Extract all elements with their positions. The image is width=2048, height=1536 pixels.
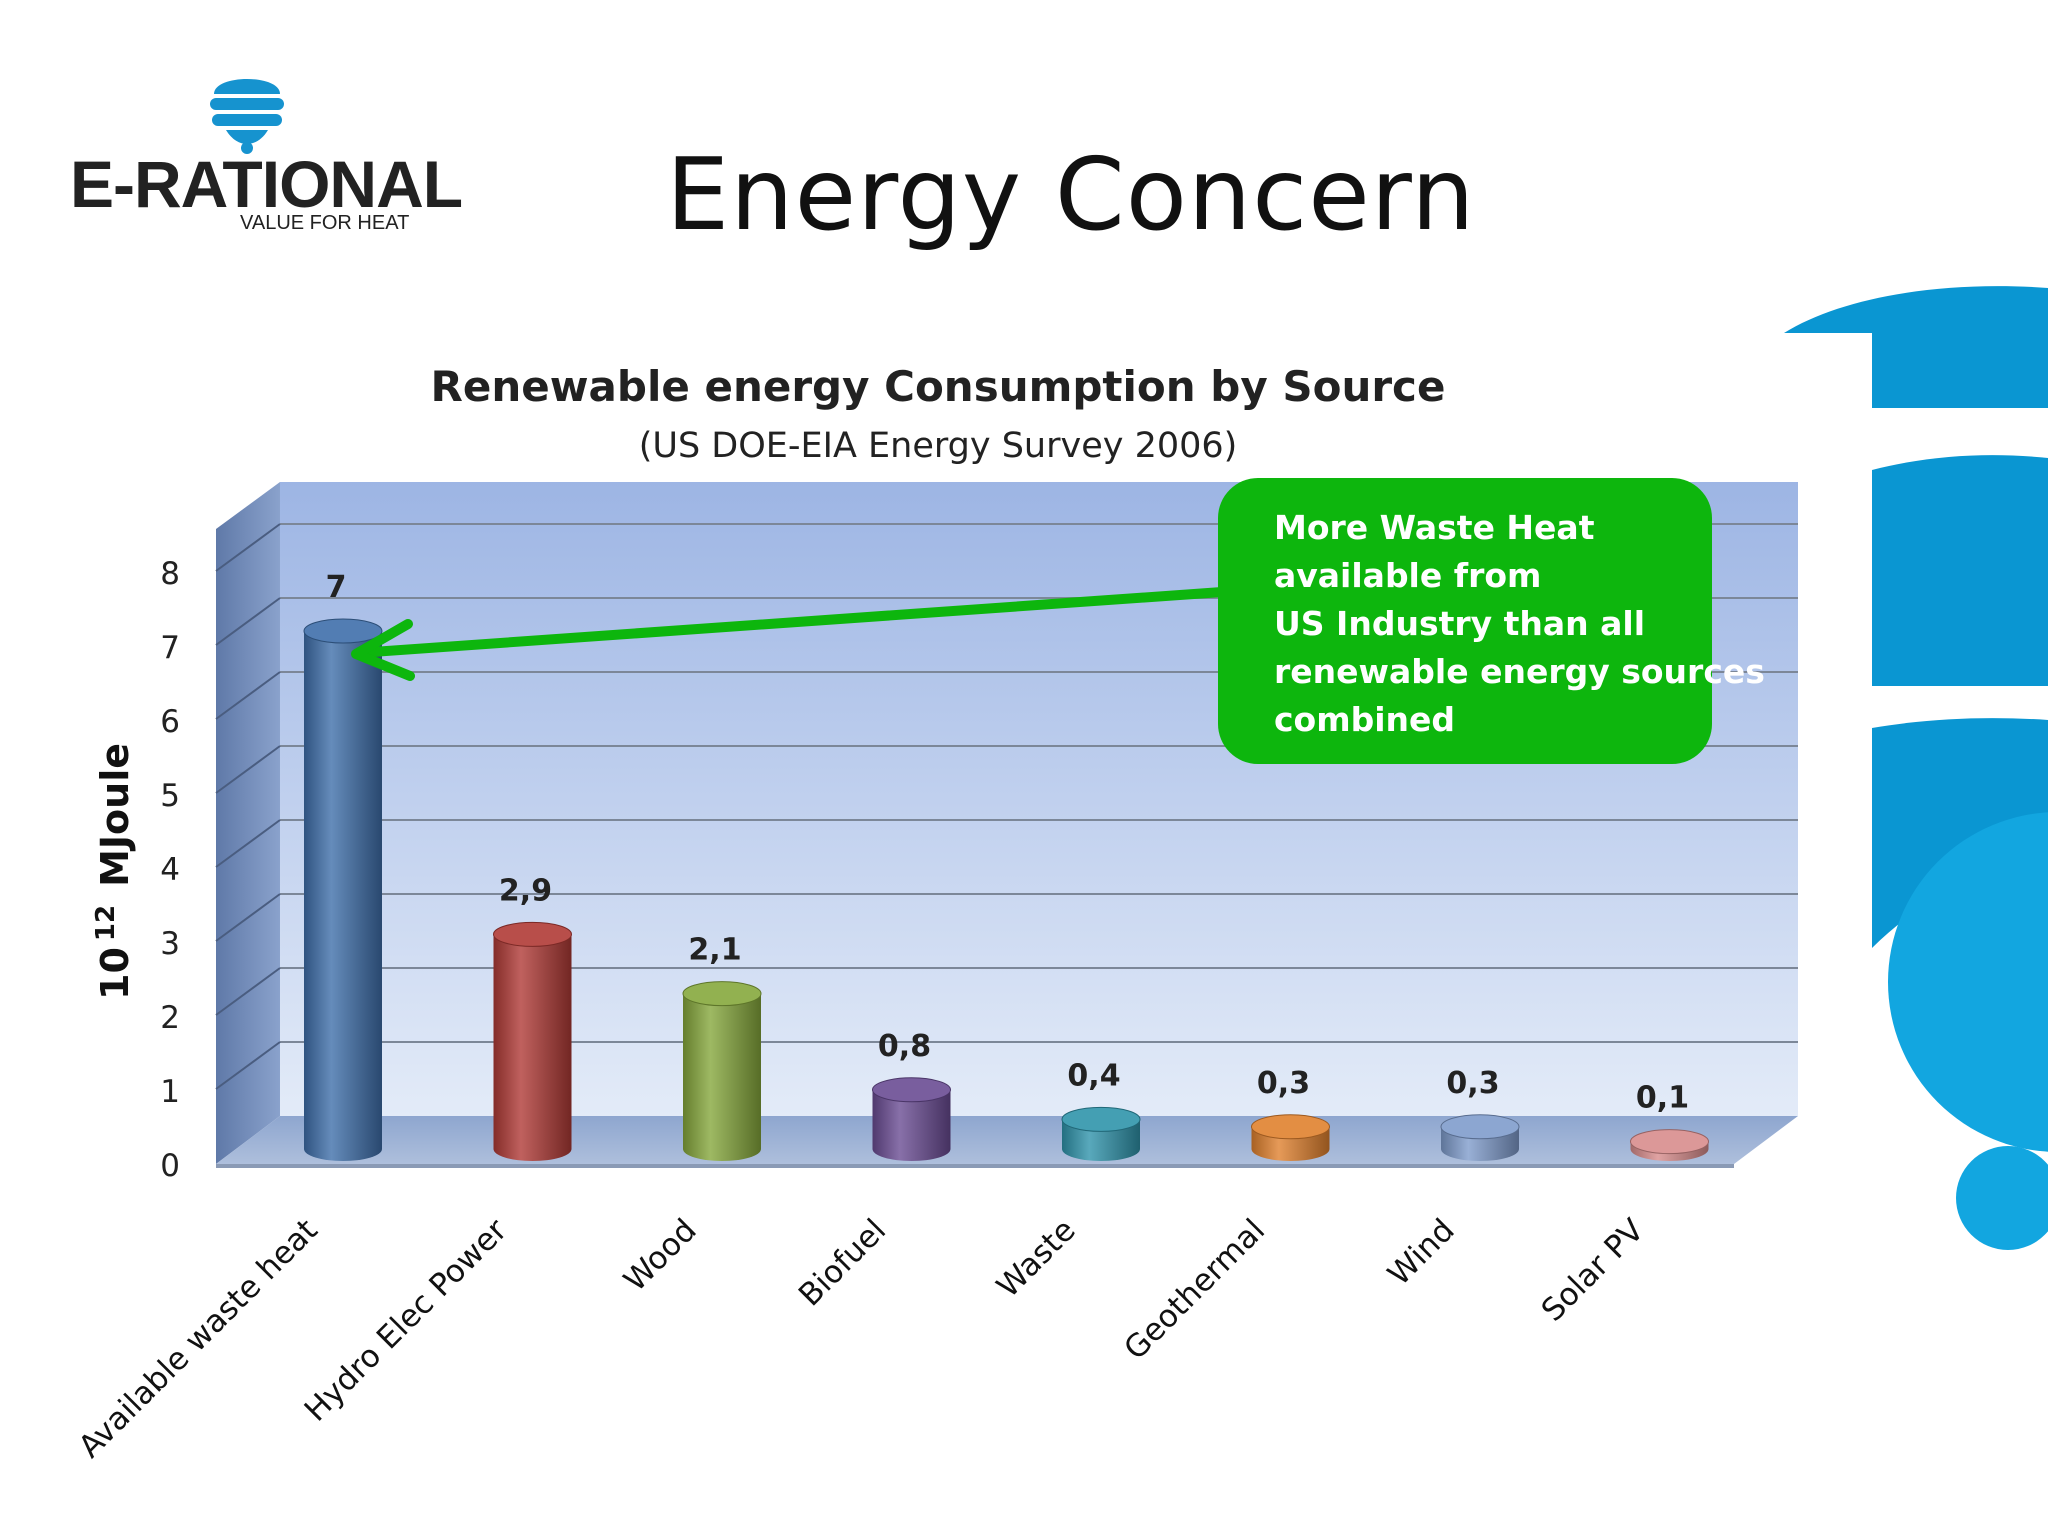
logo-mark-icon xyxy=(210,79,284,154)
bar-top xyxy=(493,921,572,947)
arrow-shaft xyxy=(353,587,1227,658)
gridline-side xyxy=(215,523,281,572)
bar-top xyxy=(1061,1106,1141,1132)
value-label: 0,3 xyxy=(1257,1066,1310,1101)
chart-subtitle: (US DOE-EIA Energy Survey 2006) xyxy=(638,426,1238,466)
y-tick-label: 8 xyxy=(160,556,180,592)
category-label: Available waste heat xyxy=(72,1212,325,1465)
brand-tagline: VALUE FOR HEAT xyxy=(240,212,410,234)
y-tick-label: 1 xyxy=(160,1074,180,1110)
brand-circle-small xyxy=(1956,1146,2048,1250)
gridline-side xyxy=(215,893,281,942)
y-tick-label: 4 xyxy=(160,852,180,888)
bar-top xyxy=(303,618,383,644)
floor xyxy=(216,1116,1798,1164)
y-tick-label: 2 xyxy=(160,1000,180,1036)
y-tick-label: 5 xyxy=(160,778,180,814)
brand-block-middle xyxy=(1872,455,2048,686)
gridline-side xyxy=(215,745,281,794)
y-tick-labels: 0 1 2 3 4 5 6 7 8 xyxy=(160,556,180,1184)
bar-body xyxy=(872,1089,951,1161)
bar-body xyxy=(304,631,382,1161)
gridline-side xyxy=(215,671,281,720)
callout-arrow xyxy=(351,587,1227,681)
bar-waste xyxy=(1061,1106,1141,1161)
category-label: Solar PV xyxy=(1535,1212,1652,1329)
y-axis-label: 10 12 MJoule xyxy=(91,743,137,1000)
value-label: 2,1 xyxy=(688,933,741,968)
y-tick-label: 0 xyxy=(160,1148,180,1184)
bar-top xyxy=(682,981,762,1007)
gridline-side xyxy=(215,967,281,1016)
value-label: 0,4 xyxy=(1067,1058,1120,1093)
value-label: 0,3 xyxy=(1446,1066,1499,1101)
brand-circle-large xyxy=(1888,812,2048,1152)
brand-arc-top xyxy=(1784,286,2048,408)
bars xyxy=(303,618,1709,1161)
bar-top xyxy=(1440,1114,1520,1140)
bar-biofuel xyxy=(872,1077,951,1161)
y-axis-label-unit: MJoule xyxy=(93,743,137,887)
y-axis-label-exponent: 12 xyxy=(91,905,121,941)
gridline-side xyxy=(215,819,281,868)
bar-top xyxy=(872,1077,951,1103)
value-label: 2,9 xyxy=(499,873,552,908)
bar-body xyxy=(683,993,761,1161)
bar-top xyxy=(1251,1114,1330,1140)
slide-title: Energy Concern xyxy=(666,136,1476,253)
bar-solar-pv xyxy=(1630,1129,1709,1161)
bar-wood xyxy=(682,981,762,1161)
category-label: Geothermal xyxy=(1117,1212,1272,1367)
value-label: 0,8 xyxy=(878,1029,931,1064)
value-labels: 7 2,9 2,1 0,8 0,4 0,3 0,3 0,1 xyxy=(326,570,1690,1116)
bar-hydro-elec-power xyxy=(493,921,572,1161)
bar-top xyxy=(1630,1129,1709,1155)
side-wall xyxy=(216,482,280,1164)
category-label: Wood xyxy=(617,1212,704,1299)
category-label: Waste xyxy=(990,1212,1083,1305)
chart-title: Renewable energy Consumption by Source xyxy=(430,362,1446,411)
bar-wind xyxy=(1440,1114,1520,1161)
y-tick-label: 3 xyxy=(160,926,180,962)
y-axis-label-base: 10 xyxy=(93,947,137,1000)
brand-name: E-RATIONAL xyxy=(70,147,463,221)
gridline-side xyxy=(215,597,281,646)
floor-edge xyxy=(216,1164,1734,1168)
value-label: 7 xyxy=(326,570,347,605)
value-label: 0,1 xyxy=(1636,1081,1689,1116)
category-label: Wind xyxy=(1381,1212,1462,1293)
y-tick-label: 6 xyxy=(160,704,180,740)
bar-available-waste-heat xyxy=(303,618,383,1161)
y-tick-label: 7 xyxy=(160,630,180,666)
bar-geothermal xyxy=(1251,1114,1330,1161)
callout-box: More Waste Heat available from US Indust… xyxy=(1218,478,1765,764)
arrow-head-icon xyxy=(351,619,415,681)
category-label: Hydro Elec Power xyxy=(298,1212,515,1429)
gridline-side xyxy=(215,1041,281,1090)
category-label: Biofuel xyxy=(792,1212,893,1313)
bar-body xyxy=(493,934,572,1161)
